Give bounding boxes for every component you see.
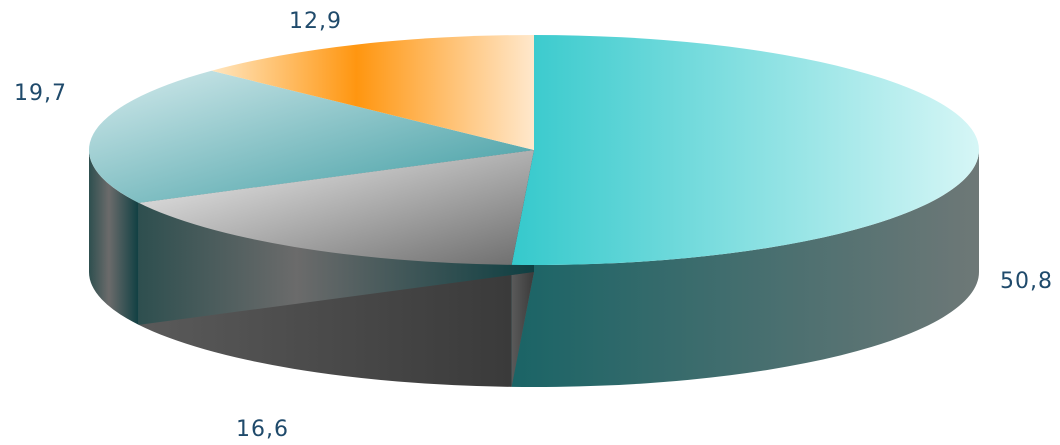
pie-labels: 50,8 16,6 19,7 12,9 <box>14 9 1053 442</box>
pie-slice-3 <box>211 35 534 150</box>
pie-slice-side-0 <box>511 150 979 387</box>
pie-slice-side-2 <box>89 150 139 325</box>
pie-slice-label-1: 16,6 <box>236 417 289 441</box>
pie-slice-label-3: 12,9 <box>289 9 342 34</box>
pie-slice-label-2: 19,7 <box>14 81 67 106</box>
pie-tops <box>88 35 980 265</box>
pie-slice-label-0: 50,8 <box>1000 269 1053 294</box>
pie-slice-1 <box>138 150 534 265</box>
pie-slice-2 <box>88 70 534 203</box>
pie-slice-0 <box>511 35 980 265</box>
